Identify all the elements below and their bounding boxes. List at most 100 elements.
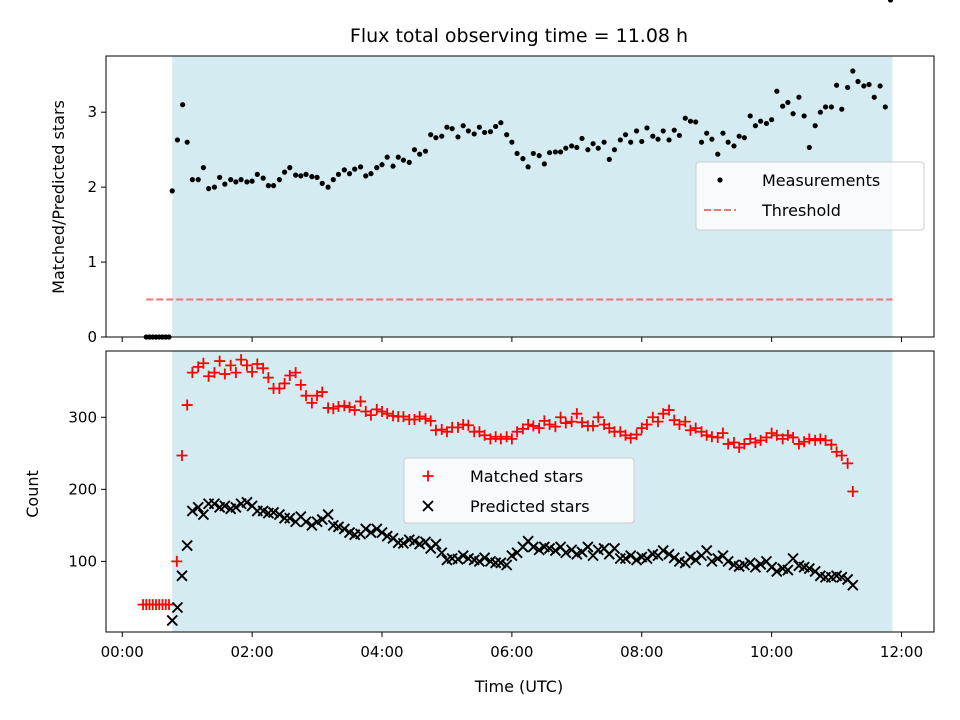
x-tick-label: 12:00 xyxy=(880,643,923,661)
measurement-point xyxy=(628,139,634,145)
measurement-point xyxy=(780,103,786,109)
measurement-point xyxy=(254,171,260,177)
matched-stars-point xyxy=(755,434,767,446)
measurement-point xyxy=(747,113,753,119)
measurement-point xyxy=(169,188,175,194)
measurement-point xyxy=(877,83,883,89)
matched-stars-point xyxy=(842,457,854,469)
matched-stars-point xyxy=(522,418,534,430)
predicted-stars-point xyxy=(284,512,296,524)
matched-stars-point xyxy=(349,404,361,416)
measurement-point xyxy=(693,119,699,125)
measurement-point xyxy=(601,139,607,145)
predicted-stars-point xyxy=(722,555,734,568)
measurement-point xyxy=(314,174,320,180)
measurement-point xyxy=(444,124,450,130)
matched-stars-point xyxy=(544,418,556,430)
measurement-point xyxy=(400,157,407,163)
matched-stars-point xyxy=(176,449,188,461)
matched-stars-point xyxy=(327,403,339,415)
bottom-series-matched-stars xyxy=(138,354,859,611)
measurement-point xyxy=(520,156,526,162)
measurement-point xyxy=(206,186,212,192)
measurement-point xyxy=(541,161,547,167)
matched-stars-point xyxy=(397,411,409,423)
matched-stars-point xyxy=(338,400,350,412)
measurement-point xyxy=(228,177,234,183)
measurement-point xyxy=(752,123,759,129)
measurement-point xyxy=(428,132,434,138)
predicted-stars-point xyxy=(663,548,675,560)
bottom-series-predicted-stars xyxy=(167,497,859,627)
matched-stars-point xyxy=(787,431,799,443)
matched-stars-point xyxy=(652,416,664,428)
matched-stars-point xyxy=(490,431,502,443)
matched-stars-point xyxy=(803,433,815,445)
predicted-stars-point xyxy=(181,539,193,552)
measurement-point xyxy=(303,171,309,177)
measurement-point xyxy=(525,164,531,170)
measurement-point xyxy=(417,151,423,157)
measurement-point xyxy=(812,123,818,129)
matched-stars-point xyxy=(825,439,837,451)
measurement-point xyxy=(455,134,461,140)
matched-stars-point xyxy=(809,434,821,446)
measurement-point xyxy=(276,177,282,183)
top-legend: Measurements Threshold xyxy=(695,161,925,231)
matched-stars-point xyxy=(171,555,183,567)
measurement-point xyxy=(493,123,499,130)
x-tick-label: 08:00 xyxy=(620,643,663,661)
measurement-point xyxy=(579,135,585,142)
measurement-point xyxy=(265,183,271,189)
measurement-point xyxy=(850,68,856,74)
matched-stars-point xyxy=(690,422,702,434)
predicted-stars-point xyxy=(533,544,545,556)
predicted-stars-point xyxy=(171,601,184,614)
predicted-stars-point xyxy=(701,544,713,557)
predicted-stars-point xyxy=(430,538,442,550)
measurement-point xyxy=(536,153,542,159)
matched-stars-point xyxy=(181,399,193,411)
matched-stars-point xyxy=(847,486,859,497)
measurement-point xyxy=(180,102,186,108)
measurement-point xyxy=(758,118,764,124)
measurement-point xyxy=(174,137,181,143)
matched-stars-point xyxy=(279,377,291,389)
measurement-point xyxy=(189,177,195,183)
predicted-stars-point xyxy=(300,516,312,528)
measurement-point xyxy=(639,138,645,145)
matched-stars-point xyxy=(701,429,713,441)
measurement-point xyxy=(325,184,331,190)
matched-stars-point xyxy=(371,403,383,415)
measurement-point xyxy=(833,82,840,88)
measurement-point xyxy=(487,129,494,135)
measurement-point xyxy=(611,147,618,153)
predicted-stars-point xyxy=(501,559,513,571)
predicted-stars-point xyxy=(754,558,767,570)
measurement-point xyxy=(509,139,515,145)
measurement-point xyxy=(617,137,623,143)
measurement-point xyxy=(406,159,412,166)
matched-stars-point xyxy=(836,449,848,461)
matched-stars-point xyxy=(414,411,426,423)
measurement-point xyxy=(422,148,429,154)
matched-stars-point xyxy=(625,432,637,444)
predicted-stars-point xyxy=(689,554,702,566)
measurement-point xyxy=(498,120,504,126)
measurement-point xyxy=(433,135,439,141)
predicted-stars-point xyxy=(278,512,291,524)
predicted-stars-point xyxy=(668,552,680,564)
measurement-point xyxy=(606,156,612,163)
measurement-point xyxy=(644,125,650,131)
measurement-point xyxy=(514,150,520,157)
measurement-point xyxy=(585,147,591,153)
measurement-point xyxy=(309,174,315,180)
measurement-point xyxy=(390,163,396,169)
measurement-point xyxy=(682,115,688,121)
measurement-point xyxy=(698,139,705,145)
measurement-point xyxy=(574,144,580,151)
matched-stars-point xyxy=(316,386,328,398)
matched-stars-point xyxy=(290,367,302,379)
matched-stars-point xyxy=(576,416,588,428)
